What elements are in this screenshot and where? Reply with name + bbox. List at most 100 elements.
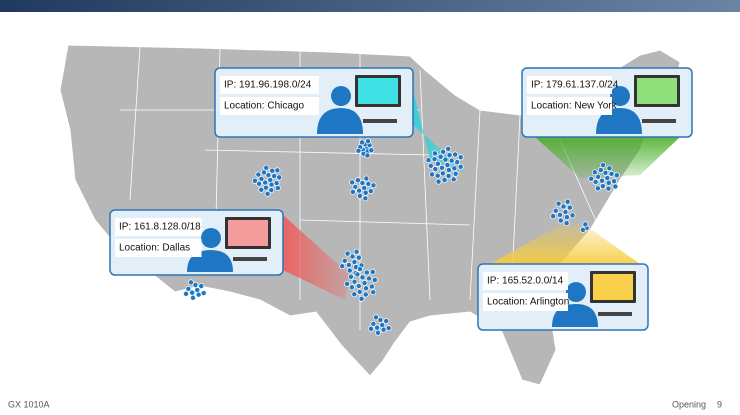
ip-dot [368, 147, 375, 154]
ip-dot [451, 165, 458, 172]
person-head [201, 228, 221, 248]
ip-dot [595, 173, 602, 180]
monitor-screen [593, 274, 633, 300]
ip-label: IP: 191.96.198.0/24 [224, 80, 312, 91]
beam [283, 215, 350, 300]
ip-dot [358, 295, 365, 302]
ip-dot [265, 172, 272, 179]
keyboard [598, 312, 632, 316]
ip-dot [369, 269, 376, 275]
footer-page: 9 [717, 399, 722, 409]
ip-dot [273, 180, 280, 187]
ip-dot [452, 170, 459, 177]
person-head [566, 282, 586, 302]
ip-dot [445, 167, 452, 173]
ip-dot [445, 173, 452, 179]
ip-dot [450, 176, 457, 183]
footer-code: GX 1010A [8, 399, 50, 409]
ip-dot [588, 175, 595, 182]
ip-dot [344, 280, 351, 287]
ip-dot [434, 172, 441, 179]
ip-dot [377, 317, 384, 323]
ip-dot [363, 285, 370, 292]
ip-dot [385, 325, 392, 332]
ip-dot [276, 174, 283, 181]
keyboard [363, 119, 397, 123]
ip-dot [359, 179, 366, 186]
ip-dot [435, 178, 442, 185]
ip-dot [268, 187, 275, 194]
ip-dot [365, 138, 372, 145]
ip-dot [198, 283, 205, 289]
ip-dot [188, 279, 194, 286]
ip-dot [370, 320, 377, 327]
location-label: Location: Chicago [224, 101, 304, 112]
ip-clusters [183, 138, 620, 336]
ip-dot [368, 325, 374, 332]
ip-dot [440, 148, 447, 155]
ip-dot [446, 152, 453, 158]
ip-dot [612, 183, 619, 190]
ip-dot [437, 153, 444, 160]
ip-dot [445, 145, 452, 152]
label-bg [483, 293, 568, 311]
ip-dot [359, 139, 365, 146]
ip-dot [362, 189, 369, 196]
ip-dot [357, 266, 363, 273]
ip-dot [370, 182, 377, 189]
ip-dot [251, 177, 258, 184]
ip-dot [457, 154, 464, 161]
ip-dot [368, 283, 375, 290]
ip-dot [268, 181, 275, 188]
ip-dot [269, 167, 276, 174]
callout: IP: 165.52.0.0/14 Location: Arlington [477, 263, 649, 331]
ip-dot [352, 183, 359, 190]
ip-dot [263, 184, 269, 191]
ip-dot [349, 188, 356, 195]
ip-label: IP: 165.52.0.0/14 [487, 276, 564, 287]
label-bg [220, 97, 319, 115]
ip-label: IP: 179.61.137.0/24 [531, 80, 619, 91]
ip-dot [602, 169, 609, 176]
ip-dot [457, 163, 464, 170]
ip-dot [351, 278, 358, 285]
ip-dot [441, 177, 448, 183]
ip-dot [552, 207, 559, 214]
ip-dot [274, 185, 281, 191]
ip-dot [434, 160, 441, 167]
ip-dot [351, 291, 358, 298]
ip-dot [349, 253, 356, 260]
ip-dot [611, 178, 618, 185]
ip-dot [258, 175, 265, 182]
ip-dot [364, 152, 371, 159]
ip-dot [375, 329, 381, 336]
ip-dot [591, 169, 598, 176]
callout: IP: 179.61.137.0/24 Location: New York [521, 67, 693, 138]
ip-dot [366, 275, 373, 282]
ip-dot [190, 294, 196, 301]
ip-dot [566, 204, 573, 211]
ip-dot [563, 220, 570, 227]
beam [490, 225, 640, 264]
callout: IP: 191.96.198.0/24 Location: Chicago [214, 67, 414, 138]
ip-dot [550, 213, 557, 220]
ip-label: IP: 161.8.128.0/18 [119, 222, 201, 233]
ip-dot [605, 185, 612, 192]
ip-dot [256, 180, 263, 187]
ip-dot [560, 203, 567, 210]
ip-dot [359, 274, 366, 281]
footer-section: Opening [672, 399, 706, 409]
ip-dot [365, 180, 372, 187]
ip-dot [258, 186, 265, 193]
ip-dot [355, 254, 362, 261]
ip-dot [344, 250, 351, 257]
ip-dot [429, 171, 435, 178]
ip-dot [348, 284, 355, 291]
ip-dot [185, 285, 192, 292]
monitor-screen [228, 220, 268, 246]
person-head [610, 86, 630, 106]
ip-dot [608, 170, 615, 177]
ip-dot [579, 226, 586, 233]
